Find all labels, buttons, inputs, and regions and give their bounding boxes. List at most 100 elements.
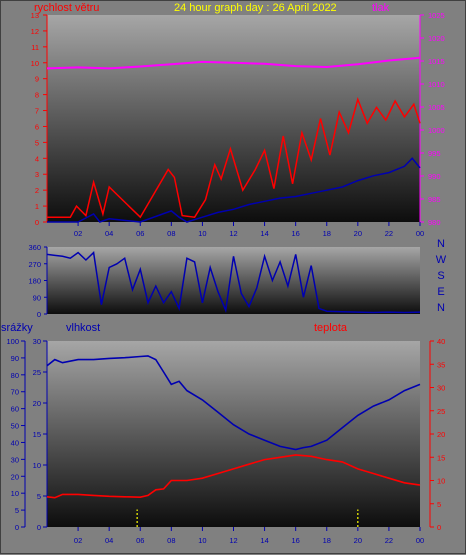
pressure-y-tick-label: 1015: [428, 57, 445, 66]
humidity-x-tick-label: 18: [323, 536, 331, 545]
compass-label: N: [437, 302, 445, 314]
wind-x-tick-label: 20: [354, 229, 362, 238]
humidity-x-tick-label: 08: [167, 536, 175, 545]
series-line-wind_gust: [47, 97, 421, 219]
humidity-x-tick-label: 12: [229, 536, 237, 545]
wind-y-tick-label: 12: [31, 27, 39, 36]
temperature-y-tick-label: 20: [437, 430, 445, 439]
wind-x-tick-label: 22: [385, 229, 393, 238]
wind-x-tick-label: 08: [167, 229, 175, 238]
temperature-y-tick-label: 35: [437, 360, 445, 369]
rain-y-tick-label: 20: [11, 472, 19, 481]
wind-x-tick-label: 14: [260, 229, 268, 238]
series-line-humidity: [46, 355, 421, 451]
rain-y-tick-label: 50: [11, 422, 19, 431]
wind-y-tick-label: 5: [35, 138, 39, 147]
pressure-axis-label: tlak: [372, 2, 390, 14]
direction-y-tick-label: 360: [28, 243, 41, 252]
direction-y-tick-label: 180: [28, 277, 41, 286]
temperature-y-tick-label: 10: [437, 477, 445, 486]
wind-y-tick-label: 1: [35, 202, 39, 211]
wind-x-tick-label: 10: [198, 229, 206, 238]
temperature-y-tick-label: 5: [437, 500, 441, 509]
humidity-y-tick-label: 0: [37, 523, 41, 532]
panel-wind-plot: [47, 15, 420, 222]
humidity-x-tick-label: 00: [416, 536, 424, 545]
wind-y-tick-label: 7: [35, 107, 39, 116]
humidity-x-tick-label: 02: [74, 536, 82, 545]
wind-y-tick-label: 4: [35, 154, 39, 163]
pressure-y-tick-label: 1000: [428, 126, 445, 135]
compass-label: W: [436, 254, 447, 266]
wind-y-tick-label: 9: [35, 75, 39, 84]
wind-y-tick-label: 11: [31, 43, 39, 52]
pressure-y-tick-label: 985: [428, 195, 441, 204]
series-line-temperature: [46, 454, 421, 499]
rain-y-tick-label: 40: [11, 438, 19, 447]
humidity-y-tick-label: 25: [33, 368, 41, 377]
rain-y-tick-label: 70: [11, 388, 19, 397]
rain-y-tick-label: 60: [11, 405, 19, 414]
wind-y-tick-label: 8: [35, 91, 39, 100]
temperature-y-tick-label: 30: [437, 384, 445, 393]
rain-y-tick-label: 0: [15, 523, 19, 532]
wind-x-tick-label: 02: [74, 229, 82, 238]
series-line-direction: [46, 251, 421, 314]
series-line-wind_avg: [47, 157, 421, 223]
humidity-x-tick-label: 20: [354, 536, 362, 545]
pressure-y-tick-label: 1020: [428, 34, 445, 43]
pressure-y-tick-label: 1025: [428, 11, 445, 20]
wind-y-tick-label: 6: [35, 122, 39, 131]
rain-y-tick-label: 90: [11, 354, 19, 363]
humidity-x-tick-label: 10: [198, 536, 206, 545]
wind-x-tick-label: 04: [105, 229, 113, 238]
rain-axis-label: srážky: [1, 322, 33, 334]
humidity-x-tick-label: 22: [385, 536, 393, 545]
humidity-axis-label: vlhkost: [66, 322, 100, 334]
temperature-y-tick-label: 0: [437, 523, 441, 532]
wind-y-tick-label: 3: [35, 170, 39, 179]
pressure-y-tick-label: 1005: [428, 103, 445, 112]
panel-humidity-plot: [47, 341, 420, 527]
compass-label: E: [437, 286, 444, 298]
compass-label: S: [437, 270, 444, 282]
wind-y-tick-label: 0: [35, 218, 39, 227]
pressure-y-tick-label: 980: [428, 218, 441, 227]
direction-y-tick-label: 0: [37, 310, 41, 319]
rain-y-tick-label: 30: [11, 455, 19, 464]
humidity-y-tick-label: 20: [33, 399, 41, 408]
humidity-x-tick-label: 16: [291, 536, 299, 545]
wind-x-tick-label: 18: [323, 229, 331, 238]
direction-y-tick-label: 270: [28, 260, 41, 269]
rain-y-tick-label: 80: [11, 371, 19, 380]
humidity-y-tick-label: 10: [33, 461, 41, 470]
direction-y-tick-label: 90: [33, 293, 41, 302]
wind-y-tick-label: 10: [31, 59, 39, 68]
compass-label: N: [437, 238, 445, 250]
wind-x-tick-label: 00: [416, 229, 424, 238]
temperature-axis-label: teplota: [314, 322, 348, 334]
wind-y-tick-label: 13: [31, 11, 39, 20]
wind-x-tick-label: 12: [229, 229, 237, 238]
wind-x-tick-label: 16: [291, 229, 299, 238]
wind-axis-label: rychlost větru: [34, 2, 99, 14]
pressure-y-tick-label: 1010: [428, 80, 445, 89]
humidity-y-tick-label: 30: [33, 337, 41, 346]
temperature-y-tick-label: 25: [437, 407, 445, 416]
temperature-y-tick-label: 15: [437, 453, 445, 462]
chart-title: 24 hour graph day : 26 April 2022: [174, 2, 337, 14]
wind-x-tick-label: 06: [136, 229, 144, 238]
rain-y-tick-label: 100: [6, 337, 19, 346]
pressure-y-tick-label: 990: [428, 172, 441, 181]
series-line-pressure: [46, 56, 421, 70]
humidity-x-tick-label: 06: [136, 536, 144, 545]
humidity-y-tick-label: 5: [37, 492, 41, 501]
pressure-y-tick-label: 995: [428, 149, 441, 158]
humidity-y-tick-label: 15: [33, 430, 41, 439]
humidity-x-tick-label: 14: [260, 536, 268, 545]
rain-y-tick-label: 5: [15, 506, 19, 515]
temperature-y-tick-label: 40: [437, 337, 445, 346]
wind-y-tick-label: 2: [35, 186, 39, 195]
